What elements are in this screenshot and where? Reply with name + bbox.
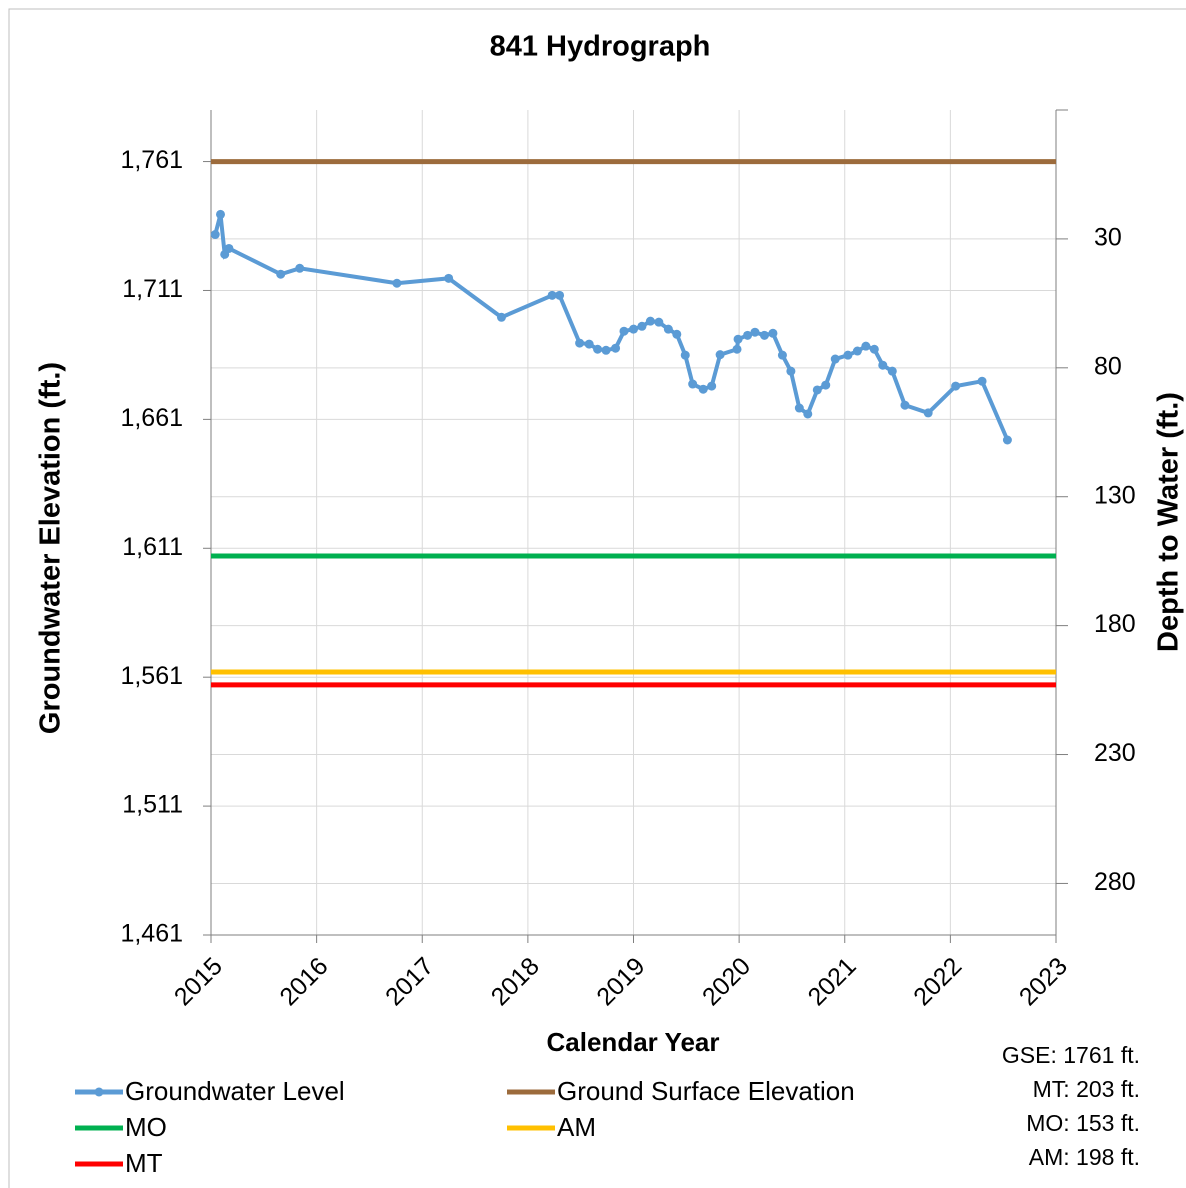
data-point	[392, 278, 402, 288]
y-tick-label: 1,511	[122, 791, 183, 819]
data-point	[951, 381, 961, 391]
y2-tick-label: 230	[1094, 739, 1136, 767]
y-axis-label: Groundwater Elevation (ft.)	[35, 362, 67, 734]
data-point	[743, 330, 753, 340]
data-point	[923, 408, 933, 418]
data-point	[295, 263, 305, 273]
y-tick-label: 1,561	[120, 662, 183, 690]
data-point	[584, 339, 594, 349]
legend-label: Ground Surface Elevation	[557, 1076, 855, 1106]
data-point	[444, 273, 454, 283]
data-point	[672, 329, 682, 339]
x-axis-label: Calendar Year	[547, 1027, 720, 1057]
data-point	[812, 385, 822, 395]
x-tick-label: 2023	[1014, 952, 1073, 1011]
data-point	[707, 381, 717, 391]
data-point	[224, 243, 234, 253]
data-point	[852, 346, 862, 356]
x-tick-label: 2018	[486, 952, 545, 1011]
data-point	[593, 344, 603, 354]
y-tick-label: 1,711	[122, 275, 183, 303]
y2-axis-label: Depth to Water (ft.)	[1153, 392, 1185, 652]
data-point	[861, 341, 871, 351]
y2-tick-label: 80	[1094, 352, 1122, 380]
data-point	[210, 230, 220, 240]
data-point	[794, 403, 804, 413]
chart-border	[8, 8, 1186, 1188]
data-point	[900, 400, 910, 410]
data-point	[878, 360, 888, 370]
legend-label: AM	[557, 1112, 596, 1142]
data-point	[216, 209, 226, 219]
legend-marker	[94, 1087, 104, 1097]
data-point	[786, 366, 796, 376]
y-tick-label: 1,661	[120, 404, 183, 432]
data-point	[830, 354, 840, 364]
data-point	[619, 326, 629, 336]
annotation: GSE: 1761 ft.	[1002, 1042, 1140, 1068]
x-tick-label: 2015	[169, 952, 228, 1011]
data-point	[803, 409, 813, 419]
data-point	[843, 350, 853, 360]
data-point	[555, 290, 565, 300]
data-point	[732, 344, 742, 354]
x-tick-label: 2016	[274, 952, 333, 1011]
legend-label: MO	[125, 1112, 167, 1142]
data-point	[663, 324, 673, 334]
data-point	[977, 376, 987, 386]
data-point	[547, 290, 557, 300]
data-point	[821, 380, 831, 390]
annotation: MT: 203 ft.	[1033, 1076, 1140, 1102]
data-point	[680, 350, 690, 360]
x-tick-label: 2022	[908, 952, 967, 1011]
legend-label: MT	[125, 1148, 163, 1178]
chart-title: 841 Hydrograph	[490, 31, 711, 63]
data-point	[496, 312, 506, 322]
y2-tick-label: 280	[1094, 868, 1136, 896]
legend-label: Groundwater Level	[125, 1076, 345, 1106]
data-point	[869, 344, 879, 354]
y2-tick-label: 130	[1094, 481, 1136, 509]
x-tick-label: 2021	[803, 952, 862, 1011]
data-point	[654, 317, 664, 327]
y-tick-label: 1,611	[122, 533, 183, 561]
data-point	[611, 343, 621, 353]
data-point	[733, 334, 743, 344]
annotation: MO: 153 ft.	[1026, 1110, 1140, 1136]
y-tick-label: 1,461	[120, 920, 183, 948]
data-point	[715, 350, 725, 360]
x-tick-label: 2019	[591, 952, 650, 1011]
series-line	[213, 213, 1010, 441]
data-point	[750, 327, 760, 337]
data-point	[759, 330, 769, 340]
x-tick-label: 2017	[380, 952, 439, 1011]
data-point	[637, 321, 647, 331]
data-point	[887, 366, 897, 376]
data-point	[777, 350, 787, 360]
data-point	[575, 338, 585, 348]
data-point	[601, 345, 611, 355]
x-tick-label: 2020	[697, 952, 756, 1011]
data-point	[688, 379, 698, 389]
y-tick-label: 1,761	[120, 146, 183, 174]
data-point	[698, 384, 708, 394]
data-point	[1002, 435, 1012, 445]
y2-tick-label: 180	[1094, 610, 1136, 638]
annotation: AM: 198 ft.	[1029, 1144, 1140, 1170]
data-point	[276, 269, 286, 279]
y2-tick-label: 30	[1094, 224, 1122, 252]
data-point	[768, 328, 778, 338]
data-point	[629, 324, 638, 334]
data-point	[645, 316, 655, 326]
